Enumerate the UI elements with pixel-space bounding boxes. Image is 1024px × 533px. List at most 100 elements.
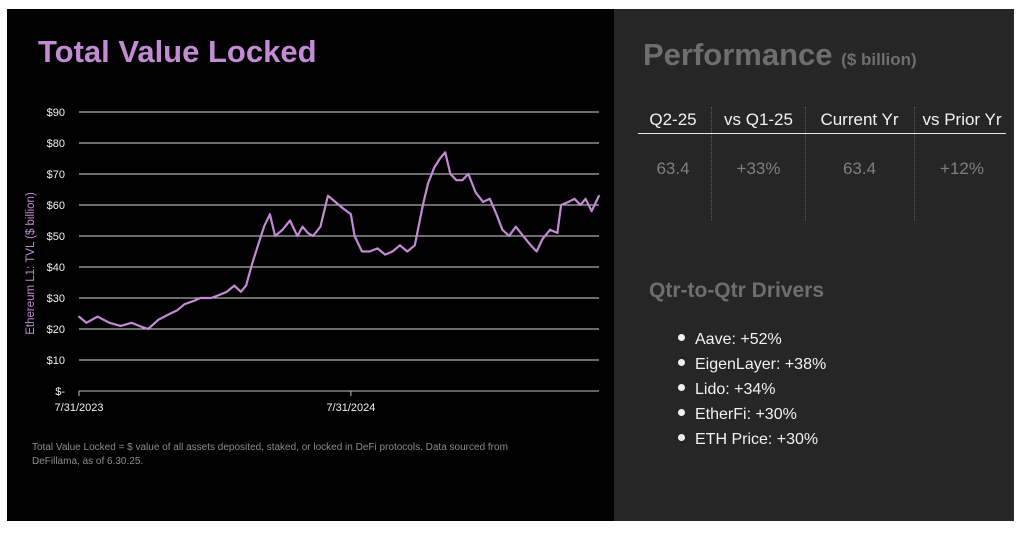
driver-text: ETH Price: +30% (695, 431, 819, 448)
x-tick-label: 7/31/2024 (326, 402, 375, 414)
tvl-data-point (257, 244, 259, 247)
performance-unit: ($ billion) (841, 50, 917, 69)
tvl-data-point (96, 315, 99, 318)
tvl-data-point (579, 204, 582, 206)
tvl-data-point (240, 290, 242, 293)
perf-header: vs Prior Yr (922, 110, 1002, 129)
tvl-data-point (399, 244, 401, 247)
chart-panel: Total Value Locked $- $10 $20 $30 $40 $50 $60 $… (7, 9, 614, 521)
tvl-data-point (199, 297, 202, 299)
tvl-data-point (508, 235, 510, 237)
tvl-data-point (567, 201, 570, 203)
driver-text: EigenLayer: +38% (695, 356, 827, 373)
tvl-data-point (495, 213, 498, 216)
tvl-data-point (455, 179, 458, 182)
tvl-data-point (218, 294, 221, 296)
tvl-data-point (210, 297, 213, 299)
tvl-data-point (296, 235, 299, 237)
tvl-data-point (350, 213, 352, 216)
tvl-data-point (157, 318, 160, 321)
tvl-data-point (488, 197, 491, 200)
tvl-data-point (376, 247, 379, 250)
perf-col-vs-prior-yr: vs Prior Yr +12% (914, 107, 1009, 221)
y-tick-label: $40 (47, 262, 65, 274)
perf-value: +33% (736, 159, 781, 178)
y-tick-label: $80 (47, 138, 65, 150)
tvl-data-point (406, 250, 409, 253)
footnote: Total Value Locked = $ value of all asse… (32, 442, 508, 467)
tvl-data-point (327, 194, 329, 197)
driver-item: Lido: +34% (678, 377, 826, 402)
tvl-data-point (433, 166, 435, 169)
tvl-data-point (334, 201, 337, 203)
tvl-data-point (556, 232, 559, 234)
tvl-data-point (269, 213, 271, 216)
tvl-data-point (522, 235, 525, 237)
driver-text: Lido: +34% (695, 381, 776, 398)
y-tick-label: $60 (47, 200, 65, 212)
tvl-data-point (413, 244, 416, 247)
tvl-data-point (319, 225, 322, 228)
tvl-data-point (245, 284, 248, 287)
y-axis-label: Ethereum L1: TVL ($ billion) (25, 192, 37, 335)
tvl-series-line (78, 151, 600, 331)
perf-header: vs Q1-25 (724, 110, 793, 129)
driver-text: Aave: +52% (695, 331, 782, 348)
tvl-data-point (85, 321, 88, 324)
tvl-data-point (449, 173, 452, 175)
bullet-icon (678, 409, 685, 417)
perf-value: +12% (940, 159, 984, 178)
x-tick-label: 7/31/2023 (55, 402, 104, 414)
tvl-data-point (444, 151, 447, 154)
tvl-data-point (251, 263, 254, 265)
tvl-data-point (529, 244, 532, 247)
tvl-data-point (274, 235, 276, 237)
tvl-data-point (461, 179, 464, 182)
tvl-data-point (108, 321, 111, 324)
tvl-data-point (590, 210, 593, 213)
tvl-data-point (306, 232, 309, 234)
tvl-data-point (467, 173, 470, 175)
tvl-data-point (482, 201, 484, 203)
perf-value: 63.4 (656, 159, 690, 178)
y-tick-label: $10 (47, 355, 65, 367)
bullet-icon (678, 434, 685, 442)
tvl-data-point (501, 228, 504, 231)
tvl-data-point (474, 191, 477, 194)
tvl-data-point (289, 219, 291, 222)
performance-title-text: Performance (643, 37, 833, 72)
tvl-data-point (138, 325, 141, 327)
driver-item: EigenLayer: +38% (678, 352, 826, 377)
performance-title: Performance ($ billion) (643, 37, 917, 73)
tvl-data-point (183, 303, 186, 306)
tvl-data-point (541, 238, 544, 241)
tvl-data-point (514, 225, 517, 228)
tvl-data-point (192, 300, 195, 302)
tvl-data-point (549, 228, 551, 231)
drivers-list: Aave: +52% EigenLayer: +38% Lido: +34% E… (678, 327, 826, 452)
slide: Total Value Locked $- $10 $20 $30 $40 $50 $60 $… (7, 9, 1014, 521)
tvl-data-point (233, 284, 236, 287)
tvl-data-point (391, 250, 394, 253)
y-tick-label: $50 (47, 231, 65, 243)
tvl-data-point (584, 197, 587, 200)
drivers-title: Qtr-to-Qtr Drivers (649, 279, 825, 302)
y-tick-label: $70 (47, 169, 65, 181)
y-tick-label: $30 (47, 293, 65, 305)
tvl-data-point (147, 328, 150, 330)
tvl-data-point (368, 250, 371, 253)
tvl-data-point (301, 225, 304, 228)
bullet-icon (678, 384, 685, 392)
tvl-line-chart: $- $10 $20 $30 $40 $50 $60 $70 $80 $90 7/31/2023 7/… (25, 107, 600, 414)
bullet-icon (678, 334, 685, 342)
tvl-data-point (341, 207, 344, 210)
table-header-rule (638, 133, 1006, 134)
perf-value: 63.4 (842, 159, 877, 178)
tvl-data-point (560, 204, 562, 206)
perf-col-current-yr: Current Yr 63.4 (805, 107, 913, 221)
perf-col-q2-25: Q2-25 63.4 (638, 107, 708, 221)
y-tick-label: $- (55, 386, 65, 398)
driver-text: EtherFi: +30% (695, 406, 797, 423)
tvl-data-point (353, 235, 356, 237)
tvl-data-point (384, 253, 386, 256)
